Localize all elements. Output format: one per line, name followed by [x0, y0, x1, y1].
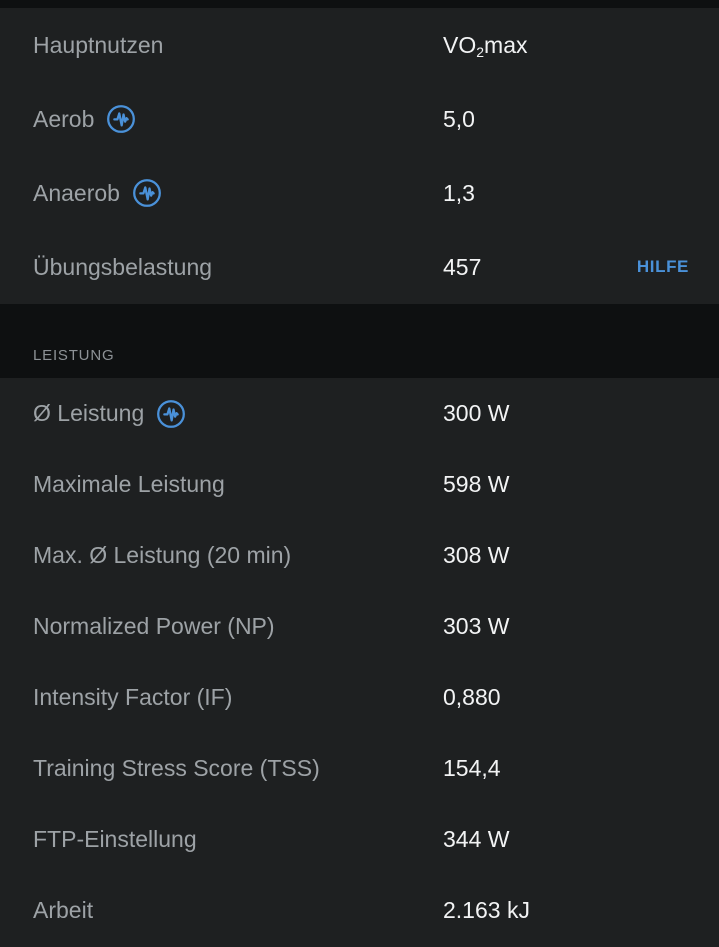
row-label: Aerob [33, 105, 95, 132]
table-row: Aerob 5,0 [0, 82, 719, 156]
table-row: Normalized Power (NP) 303 W [0, 591, 719, 662]
row-value: 344 W [443, 826, 510, 852]
row-value: 457 [443, 253, 482, 280]
pulse-icon[interactable] [131, 177, 163, 209]
row-label: Arbeit [33, 897, 94, 923]
row-label-wrap: Maximale Leistung [33, 471, 443, 498]
row-value: 2.163 kJ [443, 897, 530, 923]
section-divider-strip [0, 0, 719, 8]
value-text: VO [443, 31, 477, 58]
table-row: Intensity Factor (IF) 0,880 [0, 662, 719, 733]
row-label: Max. Ø Leistung (20 min) [33, 542, 292, 568]
row-value: 303 W [443, 613, 510, 639]
value-subscript: 2 [476, 43, 485, 60]
row-label: FTP-Einstellung [33, 826, 197, 852]
section-header: LEISTUNG [0, 304, 719, 378]
pulse-icon[interactable] [155, 398, 187, 430]
row-value: 0,880 [443, 684, 501, 710]
table-row: Maximale Leistung 598 W [0, 449, 719, 520]
hilfe-link[interactable]: HILFE [636, 257, 689, 276]
row-value: 308 W [443, 542, 510, 568]
row-label-wrap: Ø Leistung [33, 398, 443, 430]
row-label-wrap: Aerob [33, 103, 443, 135]
row-label: Normalized Power (NP) [33, 613, 275, 639]
row-label-wrap: Max. Ø Leistung (20 min) [33, 542, 443, 569]
row-value: 5,0 [443, 105, 475, 132]
table-row: Hauptnutzen VO2max [0, 8, 719, 82]
row-label: Hauptnutzen [33, 31, 164, 58]
row-label-wrap: Hauptnutzen [33, 32, 443, 59]
row-label: Übungsbelastung [33, 253, 213, 280]
pulse-icon[interactable] [105, 103, 137, 135]
section-title: LEISTUNG [33, 347, 115, 364]
row-label-wrap: Normalized Power (NP) [33, 613, 443, 640]
table-row: Anaerob 1,3 [0, 156, 719, 230]
table-row: Übungsbelastung 457 HILFE [0, 230, 719, 304]
row-value: 154,4 [443, 755, 501, 781]
row-value: 300 W [443, 400, 510, 426]
row-label-wrap: FTP-Einstellung [33, 826, 443, 853]
table-row: Max. Ø Leistung (20 min) 308 W [0, 520, 719, 591]
row-label: Anaerob [33, 179, 120, 206]
table-row: Ø Leistung 300 W [0, 378, 719, 449]
row-value: 1,3 [443, 179, 475, 206]
table-row: Arbeit 2.163 kJ [0, 875, 719, 946]
row-value: 598 W [443, 471, 510, 497]
row-label-wrap: Intensity Factor (IF) [33, 684, 443, 711]
table-row: Training Stress Score (TSS) 154,4 [0, 733, 719, 804]
row-label-wrap: Arbeit [33, 897, 443, 924]
table-row: FTP-Einstellung 344 W [0, 804, 719, 875]
row-label-wrap: Training Stress Score (TSS) [33, 755, 443, 782]
row-label: Intensity Factor (IF) [33, 684, 233, 710]
row-label: Training Stress Score (TSS) [33, 755, 320, 781]
row-label: Maximale Leistung [33, 471, 225, 497]
row-label-wrap: Anaerob [33, 177, 443, 209]
row-label: Ø Leistung [33, 400, 145, 426]
row-label-wrap: Übungsbelastung [33, 254, 443, 281]
value-text: max [484, 31, 528, 58]
row-value: VO2max [443, 31, 689, 60]
